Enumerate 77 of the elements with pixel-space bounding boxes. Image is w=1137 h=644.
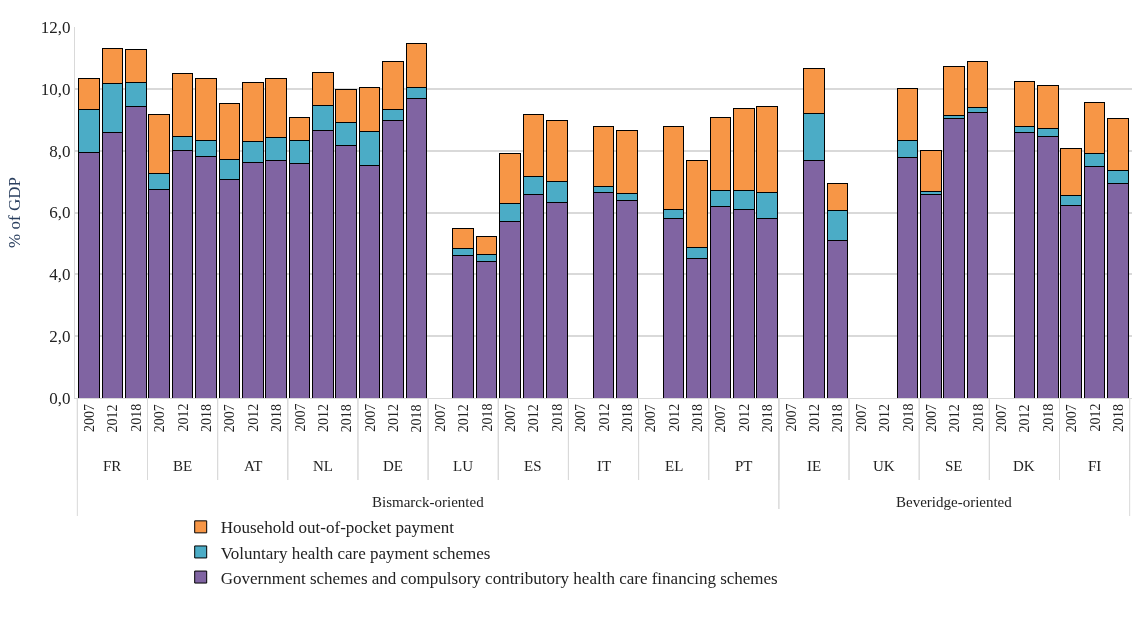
category-label: AT	[244, 458, 263, 474]
bar	[966, 60, 989, 109]
category-label: 2012	[806, 403, 822, 432]
category-label: 2012	[105, 404, 121, 433]
category-label: EL	[665, 458, 684, 474]
y-tick-label: 0,0	[49, 388, 71, 408]
category-label: 2012	[526, 404, 542, 433]
bar	[943, 65, 966, 116]
category-label: 2012	[1087, 403, 1103, 432]
category-label: LU	[453, 458, 473, 474]
category-label: FR	[103, 458, 122, 474]
y-tick-label: 2,0	[49, 327, 71, 347]
category-label: IT	[597, 458, 612, 474]
category-label: 2007	[432, 403, 448, 432]
y-tick-label: 10,0	[40, 79, 71, 99]
category-label: 2007	[643, 404, 659, 433]
category-label: ES	[524, 458, 542, 474]
bar	[592, 191, 615, 398]
category-label: 2018	[1040, 403, 1056, 432]
y-tick-label: 6,0	[49, 203, 71, 223]
category-label: 2018	[269, 404, 285, 433]
category-label: UK	[873, 458, 895, 474]
category-label: 2018	[549, 403, 565, 432]
category-label: 2007	[152, 404, 168, 433]
y-tick-label: 8,0	[49, 141, 71, 161]
category-label: 2018	[970, 403, 986, 432]
category-label: 2007	[994, 404, 1010, 433]
category-label: 2012	[877, 404, 893, 433]
category-label: 2012	[386, 404, 402, 433]
category-label: 2018	[619, 403, 635, 432]
category-label: 2018	[690, 404, 706, 433]
y-axis-title: % of GDP	[5, 177, 25, 248]
category-label: 2018	[1110, 403, 1126, 432]
y-tick-label: 12,0	[40, 17, 71, 37]
category-label: IE	[807, 458, 822, 474]
category-label: 2007	[1064, 404, 1080, 433]
category-label: 2012	[1017, 404, 1033, 433]
category-label: 2007	[783, 403, 799, 432]
category-label: 2007	[713, 404, 729, 433]
category-label: 2012	[736, 403, 752, 432]
category-label: 2012	[456, 404, 472, 433]
category-label: 2007	[222, 404, 238, 433]
category-label: 2012	[947, 404, 963, 433]
category-label: 2018	[339, 404, 355, 433]
category-label: 2018	[128, 403, 144, 432]
bar	[966, 111, 989, 398]
category-label: 2018	[760, 404, 776, 433]
category-label: PT	[735, 458, 753, 474]
legend-label: Government schemes and compulsory contributory health care financing schemes	[220, 568, 778, 588]
category-label: 2007	[923, 403, 939, 432]
category-label: 2018	[900, 403, 916, 432]
category-label: 2012	[315, 403, 331, 432]
category-label: Bismarck-oriented	[372, 494, 484, 510]
category-label: 2007	[573, 404, 589, 433]
category-label: NL	[313, 458, 333, 474]
category-label: 2018	[479, 403, 495, 432]
category-label: 2012	[175, 403, 191, 432]
legend-label: Household out-of-pocket payment	[220, 518, 455, 538]
category-label: 2012	[245, 403, 261, 432]
category-label: Beveridge-oriented	[896, 494, 1012, 510]
category-label: 2012	[666, 403, 682, 432]
legend-label: Voluntary health care payment schemes	[220, 543, 491, 563]
category-label: 2018	[198, 403, 214, 432]
category-label: BE	[173, 458, 193, 474]
y-tick-label: 4,0	[49, 265, 71, 285]
category-label: SE	[945, 458, 963, 474]
category-label: 2007	[502, 403, 518, 432]
category-label: 2007	[362, 403, 378, 432]
category-label: 2007	[292, 403, 308, 432]
category-label: 2018	[409, 404, 425, 433]
category-label: DK	[1013, 458, 1035, 474]
category-label: 2018	[830, 404, 846, 433]
category-label: DE	[383, 458, 403, 474]
category-label: 2012	[596, 403, 612, 432]
category-label: 2007	[82, 404, 98, 433]
category-label: FI	[1088, 458, 1102, 474]
category-label: 2007	[853, 403, 869, 432]
